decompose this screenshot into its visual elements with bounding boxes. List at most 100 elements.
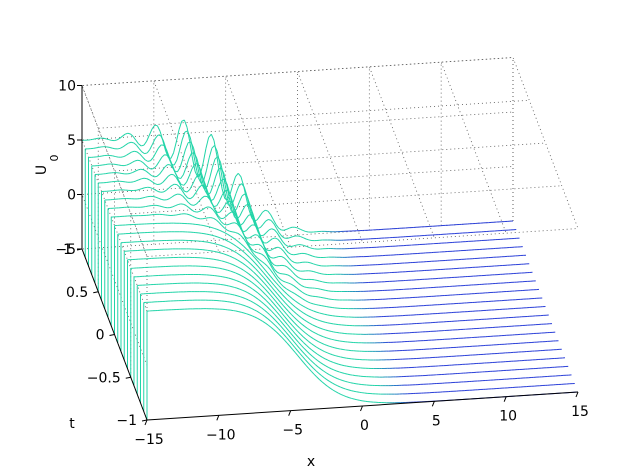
- t-tick-mark: [109, 334, 115, 336]
- curve-segment: [251, 275, 255, 279]
- series-curve: [107, 203, 540, 318]
- curve-segment: [226, 284, 229, 287]
- curve-segment: [329, 381, 333, 384]
- curve-segment: [213, 193, 217, 200]
- curve-segment: [285, 326, 289, 331]
- curve-segment: [191, 152, 195, 154]
- curve-segment: [185, 142, 189, 150]
- curve-segment: [146, 178, 150, 181]
- curve-segment: [197, 177, 202, 184]
- x-tick-label: 15: [571, 404, 589, 420]
- curve-segment: [302, 361, 307, 366]
- curve-segment: [288, 289, 292, 293]
- curve-segment: [297, 331, 301, 335]
- curve-segment: [274, 295, 279, 300]
- curve-segment: [265, 219, 269, 222]
- curve-segment: [133, 142, 137, 146]
- curve-segment: [305, 338, 309, 342]
- curve-segment: [289, 327, 294, 332]
- curve-segment: [280, 331, 285, 335]
- curve-segment: [149, 187, 153, 190]
- curve-segment: [271, 268, 276, 274]
- curve-segment: [228, 248, 232, 251]
- grid-line-x: [297, 71, 363, 243]
- curve-segment: [238, 247, 242, 251]
- curve-segment: [238, 273, 242, 277]
- curve-segment: [279, 236, 283, 242]
- curve-segment: [290, 283, 295, 287]
- curve-segment: [169, 196, 173, 200]
- curve-segment: [165, 187, 170, 191]
- curve-segment: [138, 178, 142, 181]
- curve-segment: [282, 328, 287, 333]
- curve-segment: [289, 226, 293, 229]
- curve-segment: [173, 159, 178, 166]
- curve-segment: [229, 230, 233, 233]
- curve-segment: [206, 233, 210, 236]
- curve-segment: [233, 212, 238, 217]
- curve-segment: [210, 133, 215, 141]
- curve-segment: [277, 298, 281, 303]
- curve-segment: [253, 302, 257, 305]
- curve-segment: [310, 262, 314, 265]
- curve-segment: [326, 379, 330, 382]
- curve-segment: [240, 275, 245, 278]
- curve-segment: [274, 272, 279, 277]
- curve-segment: [323, 377, 328, 381]
- curve-segment: [236, 280, 240, 283]
- curve-segment: [263, 248, 267, 254]
- curve-segment: [155, 147, 159, 154]
- curve-segment: [267, 291, 271, 296]
- waterfall-curves: [81, 119, 579, 420]
- curve-segment: [287, 324, 291, 329]
- curve-segment: [301, 244, 305, 246]
- curve-segment: [220, 244, 224, 247]
- curve-segment: [128, 151, 132, 155]
- curve-segment: [235, 302, 239, 305]
- curve-segment: [217, 244, 221, 246]
- curve-segment: [320, 335, 324, 338]
- curve-segment: [308, 308, 312, 311]
- curve-segment: [291, 298, 296, 302]
- curve-segment: [152, 188, 156, 191]
- curve-segment: [241, 183, 245, 188]
- curve-segment: [183, 203, 187, 206]
- curve-segment: [146, 149, 151, 154]
- curve-segment: [112, 147, 115, 150]
- curve-segment: [221, 260, 225, 263]
- curve-segment: [253, 277, 258, 281]
- curve-segment: [315, 364, 319, 368]
- curve-segment: [304, 293, 308, 296]
- curve-segment: [134, 150, 138, 153]
- curve-segment: [354, 398, 358, 401]
- curve-segment: [277, 238, 281, 243]
- curve-segment: [215, 169, 219, 177]
- curve-segment: [328, 330, 332, 332]
- curve-segment: [319, 379, 323, 383]
- curve-segment: [295, 274, 299, 278]
- grid-line-x: [368, 66, 435, 238]
- curve-segment: [259, 234, 264, 243]
- curve-segment: [321, 313, 325, 315]
- curve-segment: [255, 274, 260, 278]
- curve-segment: [308, 239, 312, 241]
- curve-segment: [302, 305, 306, 309]
- curve-segment: [212, 204, 216, 211]
- curve-segment: [289, 236, 293, 239]
- curve-segment: [295, 280, 300, 284]
- curve-segment: [258, 305, 263, 309]
- curve-segment: [280, 283, 285, 288]
- curve-segment: [226, 183, 231, 194]
- curve-segment: [256, 260, 261, 265]
- curve-segment: [286, 288, 290, 291]
- curve-segment: [256, 228, 261, 235]
- curve-segment: [271, 286, 275, 291]
- curve-segment: [259, 263, 264, 268]
- series-curve: [123, 248, 556, 361]
- curve-segment: [288, 311, 292, 315]
- curve-segment: [250, 247, 254, 252]
- x-tick-mark: [288, 410, 292, 416]
- curve-segment: [266, 312, 271, 316]
- curve-segment: [237, 259, 241, 262]
- curve-segment: [258, 271, 262, 275]
